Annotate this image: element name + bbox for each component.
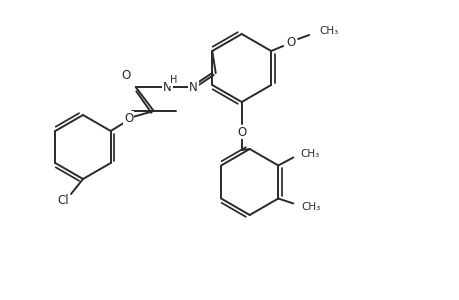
Text: CH₃: CH₃: [301, 202, 320, 212]
Text: O: O: [124, 112, 133, 124]
Text: H: H: [170, 75, 177, 85]
Text: O: O: [286, 35, 295, 49]
Text: Cl: Cl: [57, 194, 69, 208]
Text: O: O: [236, 125, 246, 139]
Text: CH₃: CH₃: [319, 26, 338, 36]
Text: N: N: [163, 80, 172, 94]
Text: N: N: [189, 80, 198, 94]
Text: O: O: [121, 68, 130, 82]
Text: CH₃: CH₃: [300, 148, 319, 158]
